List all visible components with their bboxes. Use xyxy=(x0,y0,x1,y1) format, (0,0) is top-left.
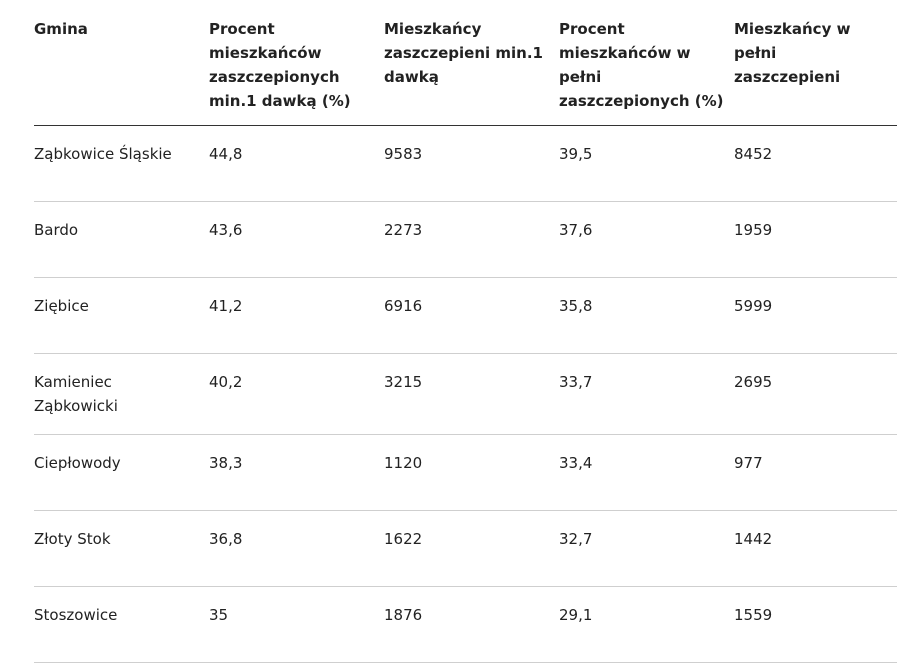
cell-residents-fully: 8452 xyxy=(734,125,897,202)
cell-gmina: Bardo xyxy=(34,201,209,278)
cell-residents-fully: 1442 xyxy=(734,510,897,587)
cell-percent-one-dose: 40,2 xyxy=(209,353,384,435)
cell-percent-fully: 37,6 xyxy=(559,201,734,278)
table-row: Bardo 43,6 2273 37,6 1959 xyxy=(34,201,897,278)
cell-gmina: Ciepłowody xyxy=(34,434,209,511)
header-row: Gmina Procent mieszkańców zaszczepionych… xyxy=(34,10,897,126)
cell-residents-one-dose: 1120 xyxy=(384,434,559,511)
cell-residents-fully: 5999 xyxy=(734,277,897,354)
table-row: Ząbkowice Śląskie 44,8 9583 39,5 8452 xyxy=(34,125,897,202)
vaccination-table: Gmina Procent mieszkańców zaszczepionych… xyxy=(34,10,897,663)
cell-gmina: Kamieniec Ząbkowicki xyxy=(34,353,209,435)
cell-percent-one-dose: 36,8 xyxy=(209,510,384,587)
cell-percent-fully: 35,8 xyxy=(559,277,734,354)
header-percent-one-dose: Procent mieszkańców zaszczepionych min.1… xyxy=(209,10,384,126)
header-residents-fully: Mieszkańcy w pełni zaszczepieni xyxy=(734,10,897,126)
cell-residents-one-dose: 1622 xyxy=(384,510,559,587)
cell-gmina: Stoszowice xyxy=(34,586,209,663)
cell-gmina: Ziębice xyxy=(34,277,209,354)
table-row: Ziębice 41,2 6916 35,8 5999 xyxy=(34,277,897,354)
cell-percent-one-dose: 41,2 xyxy=(209,277,384,354)
table-row: Kamieniec Ząbkowicki 40,2 3215 33,7 2695 xyxy=(34,353,897,435)
cell-residents-fully: 1959 xyxy=(734,201,897,278)
cell-percent-fully: 29,1 xyxy=(559,586,734,663)
cell-residents-one-dose: 1876 xyxy=(384,586,559,663)
cell-percent-one-dose: 44,8 xyxy=(209,125,384,202)
cell-percent-one-dose: 38,3 xyxy=(209,434,384,511)
cell-residents-fully: 1559 xyxy=(734,586,897,663)
cell-residents-one-dose: 2273 xyxy=(384,201,559,278)
cell-gmina: Ząbkowice Śląskie xyxy=(34,125,209,202)
cell-residents-one-dose: 6916 xyxy=(384,277,559,354)
table-row: Stoszowice 35 1876 29,1 1559 xyxy=(34,586,897,663)
cell-residents-fully: 2695 xyxy=(734,353,897,435)
header-gmina: Gmina xyxy=(34,10,209,126)
cell-residents-fully: 977 xyxy=(734,434,897,511)
cell-residents-one-dose: 3215 xyxy=(384,353,559,435)
cell-percent-fully: 33,7 xyxy=(559,353,734,435)
cell-residents-one-dose: 9583 xyxy=(384,125,559,202)
table-row: Ciepłowody 38,3 1120 33,4 977 xyxy=(34,434,897,511)
cell-percent-fully: 32,7 xyxy=(559,510,734,587)
table-row: Złoty Stok 36,8 1622 32,7 1442 xyxy=(34,510,897,587)
cell-percent-one-dose: 43,6 xyxy=(209,201,384,278)
header-percent-fully: Procent mieszkańców w pełni zaszczepiony… xyxy=(559,10,734,126)
header-residents-one-dose: Mieszkańcy zaszczepieni min.1 dawką xyxy=(384,10,559,126)
cell-percent-one-dose: 35 xyxy=(209,586,384,663)
cell-gmina: Złoty Stok xyxy=(34,510,209,587)
cell-percent-fully: 39,5 xyxy=(559,125,734,202)
cell-percent-fully: 33,4 xyxy=(559,434,734,511)
